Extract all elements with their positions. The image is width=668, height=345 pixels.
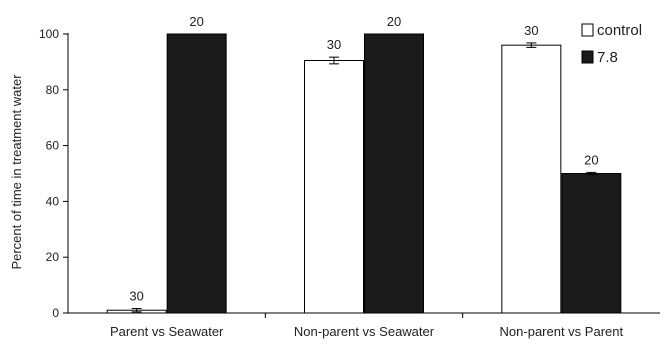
bar-sample-size-label: 20 xyxy=(189,14,203,29)
x-tick-label: Non-parent vs Parent xyxy=(500,324,624,339)
y-tick-label: 100 xyxy=(39,27,59,41)
plot-area: 0 20 40 60 80 100 Parent vs Seawater Non-parent… xyxy=(39,14,660,339)
y-tick-label: 60 xyxy=(46,139,60,153)
legend-label: control xyxy=(597,22,642,39)
bar-sample-size-label: 20 xyxy=(584,152,598,167)
y-axis-label: Percent of time in treatment water xyxy=(9,74,24,270)
y-tick-label: 40 xyxy=(46,194,60,208)
bar xyxy=(166,33,227,314)
legend-swatch xyxy=(581,23,594,37)
bar-sample-size-label: 30 xyxy=(327,37,341,52)
legend-swatch xyxy=(581,50,594,64)
bar-sample-size-label: 30 xyxy=(129,289,143,304)
legend: control 7.8 xyxy=(581,22,642,66)
x-tick-label: Non-parent vs Seawater xyxy=(294,324,435,339)
bar-sample-size-label: 30 xyxy=(524,23,538,38)
bar xyxy=(561,173,622,314)
x-tick-label: Parent vs Seawater xyxy=(110,324,224,339)
bar-sample-size-label: 20 xyxy=(387,14,401,29)
y-tick-label: 80 xyxy=(46,83,60,97)
bar xyxy=(304,60,364,314)
legend-label: 7.8 xyxy=(597,49,618,66)
bar xyxy=(364,33,424,314)
bar xyxy=(501,44,562,314)
y-tick-label: 0 xyxy=(52,306,59,320)
y-tick-label: 20 xyxy=(46,250,60,264)
